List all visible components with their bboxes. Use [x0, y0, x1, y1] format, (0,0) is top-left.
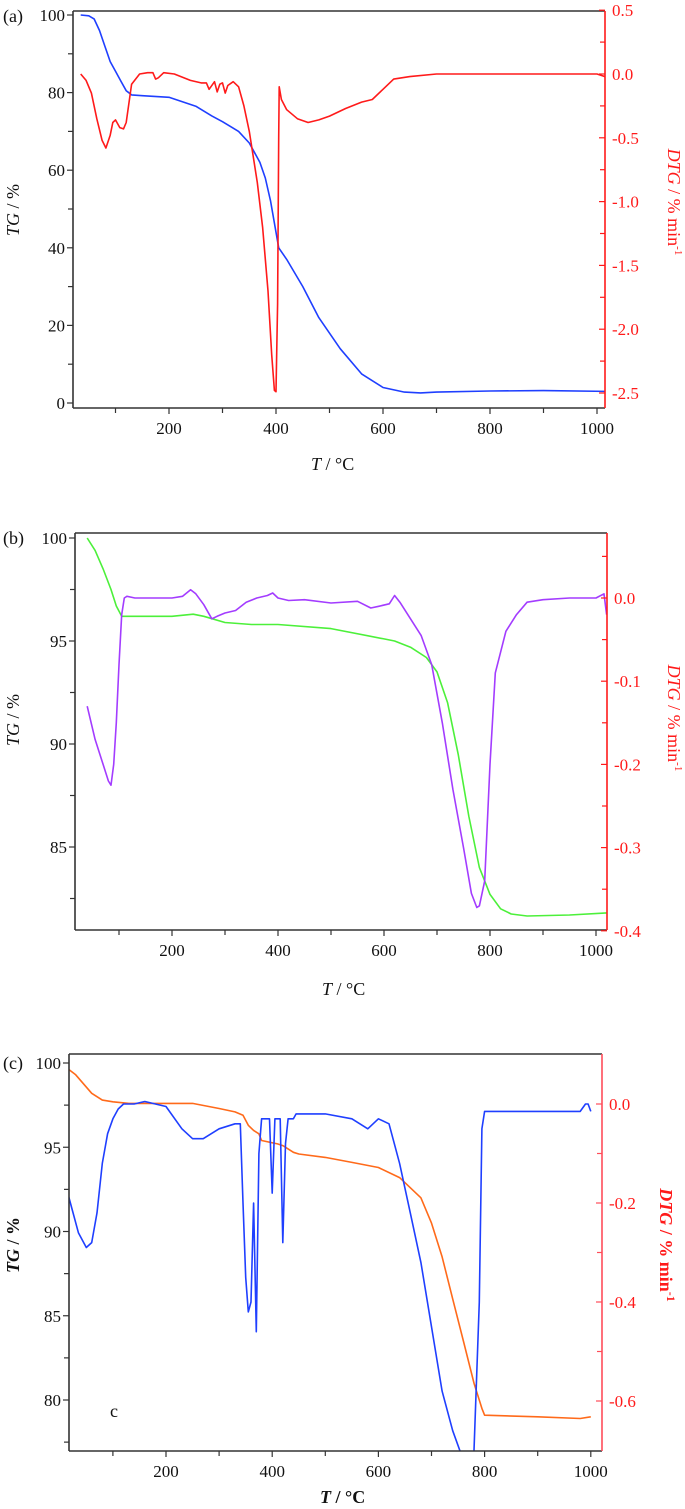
- y2-tick-label: -0.1: [614, 672, 641, 691]
- y-tick-label: 40: [48, 239, 65, 258]
- series-tg-line: [69, 1068, 591, 1420]
- y-tick-label: 90: [50, 735, 67, 754]
- panel-a: (a) 0 20 40 60 80 100 0.5 0.0 -0.5 -1.0 -1.5 -2.0 -2…: [3, 1, 684, 474]
- y2-tick-label: -0.3: [614, 839, 641, 858]
- panel-c-label: (c): [3, 1053, 23, 1074]
- x-tick-label: 400: [265, 941, 291, 960]
- x-tick-label: 1000: [579, 941, 613, 960]
- y-tick-label: 85: [50, 838, 67, 857]
- y-tick-label: 80: [48, 84, 65, 103]
- x-tick-label: 200: [159, 941, 185, 960]
- x-tick-label: 200: [153, 1462, 179, 1481]
- y2-tick-label: 0.0: [609, 1095, 630, 1114]
- y-tick-label: 20: [48, 316, 65, 335]
- y2-tick-label: -0.2: [614, 755, 641, 774]
- panel-a-label: (a): [3, 6, 23, 27]
- panel-c-y-axis-title: TG / %: [3, 1217, 23, 1273]
- y2-tick-label: -0.4: [609, 1293, 636, 1312]
- y2-tick-label: 0.0: [614, 589, 635, 608]
- y-tick-label: 95: [50, 632, 67, 651]
- x-tick-label: 800: [477, 941, 503, 960]
- series-dtg-line: [86, 588, 607, 909]
- y2-tick-label: -1.5: [612, 256, 639, 275]
- y-tick-label: 100: [40, 6, 66, 25]
- x-tick-label: 1000: [580, 419, 614, 438]
- panel-c-annotation: c: [110, 1401, 118, 1421]
- series-dtg-line: [80, 71, 605, 393]
- panel-b-y2-axis-title: DTG / % min-1: [664, 664, 684, 772]
- y-tick-label: 90: [44, 1223, 61, 1242]
- x-tick-label: 600: [370, 419, 396, 438]
- y-tick-label: 100: [42, 529, 68, 548]
- y2-tick-label: -0.4: [614, 922, 641, 941]
- panel-b: (b) 85 90 95 100 0.0 -0.1 -0.2 -0.3 -0.4 200 400 60…: [3, 528, 684, 999]
- y-tick-label: 95: [44, 1138, 61, 1157]
- x-tick-label: 1000: [574, 1462, 608, 1481]
- panel-b-label: (b): [3, 528, 24, 549]
- panel-b-plot-area: 85 90 95 100 0.0 -0.1 -0.2 -0.3 -0.4 200 400 600 800…: [42, 529, 642, 960]
- panel-b-x-axis-title: T / °C: [322, 979, 365, 999]
- panel-a-y2-axis-title: DTG / % min-1: [664, 148, 684, 256]
- y2-tick-label: -0.2: [609, 1194, 636, 1213]
- x-tick-label: 600: [371, 941, 397, 960]
- y2-tick-label: -2.0: [612, 320, 639, 339]
- y2-tick-label: -1.0: [612, 193, 639, 212]
- y-tick-label: 80: [44, 1391, 61, 1410]
- series-tg-line: [86, 537, 607, 917]
- y2-tick-label: -0.6: [609, 1392, 636, 1411]
- y-tick-label: 85: [44, 1307, 61, 1326]
- y-tick-label: 60: [48, 161, 65, 180]
- panel-b-y-axis-title: TG / %: [3, 694, 23, 746]
- x-tick-label: 800: [472, 1462, 498, 1481]
- x-tick-label: 400: [263, 419, 289, 438]
- y2-tick-label: -2.5: [612, 384, 639, 403]
- x-tick-label: 800: [477, 419, 503, 438]
- panel-c-y2-axis-title: DTG / % min-1: [656, 1187, 678, 1302]
- panel-a-y-axis-title: TG / %: [3, 184, 23, 236]
- panel-a-plot-area: 0 20 40 60 80 100 0.5 0.0 -0.5 -1.0 -1.5 -2.0 -2.5 20…: [40, 1, 639, 438]
- x-tick-label: 600: [366, 1462, 392, 1481]
- y-tick-label: 0: [57, 394, 66, 413]
- panel-c-x-axis-title: T / °C: [320, 1487, 365, 1507]
- y-tick-label: 100: [36, 1054, 62, 1073]
- x-tick-label: 400: [259, 1462, 285, 1481]
- series-tg-line: [80, 14, 605, 394]
- panel-c-plot-area: 80 85 90 95 100 0.0 -0.2 -0.4 -0.6 200 400 600 800 10…: [36, 1053, 636, 1481]
- panel-a-x-axis-title: T / °C: [311, 454, 354, 474]
- x-tick-label: 200: [156, 419, 182, 438]
- y2-tick-label: 0.5: [612, 1, 633, 20]
- y2-tick-label: -0.5: [612, 129, 639, 148]
- y2-tick-label: 0.0: [612, 65, 633, 84]
- series-dtg-line: [69, 1100, 592, 1451]
